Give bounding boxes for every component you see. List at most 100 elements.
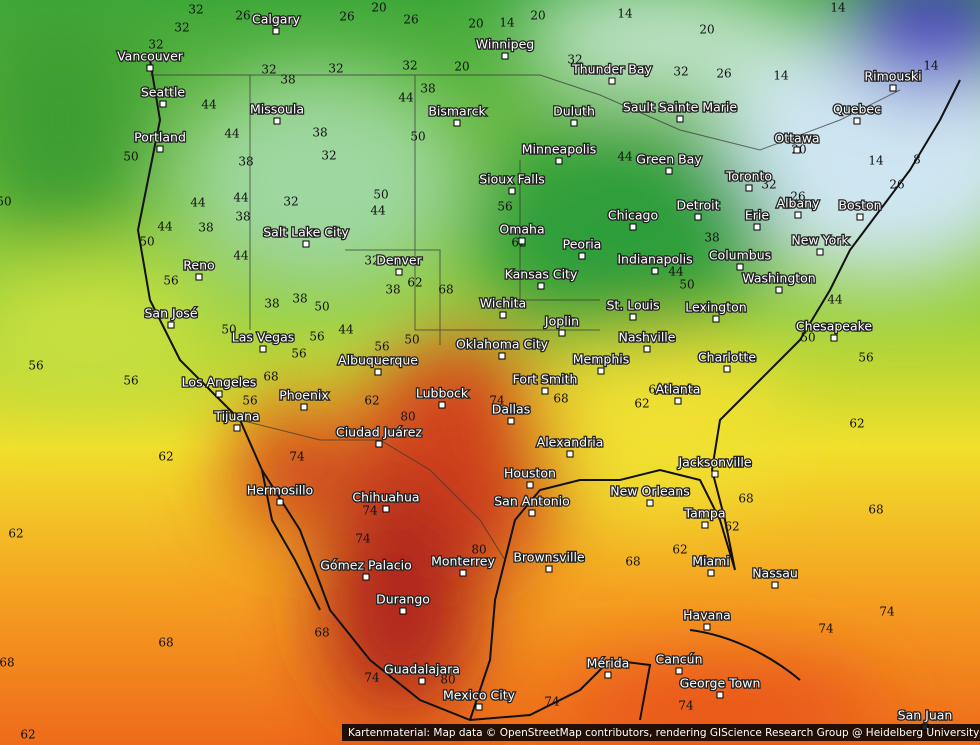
contour-label: 50: [679, 278, 694, 292]
city-label: Minneapolis: [522, 142, 597, 157]
city-label: Gómez Palacio: [320, 558, 412, 573]
city-label: Hermosillo: [247, 483, 313, 498]
contour-label: 50: [404, 333, 419, 347]
contour-label: 68: [868, 503, 883, 517]
city-label: St. Louis: [606, 298, 659, 313]
city-marker: [418, 677, 426, 685]
city-marker: [853, 117, 861, 125]
contour-label: 62: [672, 543, 687, 557]
borders: [150, 74, 901, 561]
contour-label: 32: [321, 149, 336, 163]
city-marker: [775, 286, 783, 294]
city-label: San Antonio: [494, 494, 570, 509]
contour-label: 44: [233, 191, 249, 205]
contour-label: 32: [174, 21, 189, 35]
contour-label: 20: [699, 23, 714, 37]
city-marker: [558, 329, 566, 337]
city-label: New Orleans: [610, 484, 689, 499]
city-label: Houston: [504, 466, 556, 481]
contour-label: 74: [678, 699, 694, 713]
contour-label: 68: [438, 283, 453, 297]
city-marker: [712, 315, 720, 323]
city-label: Peoria: [563, 237, 602, 252]
contour-label: 50: [123, 150, 138, 164]
city-marker: [646, 499, 654, 507]
contour-label: 8: [913, 153, 921, 167]
city-label: Joplin: [544, 314, 579, 329]
contour-label: 62: [407, 276, 422, 290]
city-label: Indianapolis: [617, 252, 692, 267]
contour-label: 38: [198, 221, 213, 235]
city-marker: [276, 498, 284, 506]
city-marker: [665, 167, 673, 175]
contour-label: 32: [673, 65, 688, 79]
city-label: Chesapeake: [796, 319, 873, 334]
city-label: Quebec: [833, 102, 881, 117]
city-marker: [578, 252, 586, 260]
city-marker: [518, 237, 526, 245]
city-label: Albuquerque: [338, 353, 418, 368]
city-label: San Juan: [898, 708, 953, 723]
city-marker: [159, 100, 167, 108]
city-marker: [233, 424, 241, 432]
contour-label: 56: [858, 351, 873, 365]
city-marker: [711, 470, 719, 478]
city-label: Columbus: [709, 248, 771, 263]
city-label: Mexico City: [443, 688, 516, 703]
city-marker: [629, 313, 637, 321]
city-label: Washington: [742, 271, 815, 286]
contour-label: 32: [328, 62, 343, 76]
city-marker: [555, 157, 563, 165]
attribution-bg: [342, 724, 980, 741]
contour-label: 44: [224, 127, 240, 141]
city-marker: [453, 119, 461, 127]
contour-label: 50: [139, 235, 154, 249]
contour-label: 68: [553, 392, 568, 406]
contour-label: 14: [830, 1, 846, 15]
contour-label: 74: [489, 394, 505, 408]
coastlines: [136, 59, 961, 722]
city-marker: [674, 397, 682, 405]
city-label: Fort Smith: [513, 372, 578, 387]
contour-label: 26: [790, 190, 805, 204]
city-label: Jacksonville: [677, 455, 751, 470]
contour-label: 20: [530, 9, 545, 23]
contour-label: 50: [410, 130, 425, 144]
contour-label: 74: [289, 450, 305, 464]
contour-label: 44: [338, 323, 354, 337]
contour-label: 26: [235, 9, 250, 23]
city-marker: [146, 64, 154, 72]
contour-label: 26: [889, 178, 904, 192]
city-label: Winnipeg: [476, 37, 534, 52]
city-marker: [736, 263, 744, 271]
city-label: San José: [144, 306, 197, 321]
contour-label: 56: [291, 347, 306, 361]
city-marker: [608, 77, 616, 85]
city-marker: [302, 240, 310, 248]
city-marker: [300, 403, 308, 411]
contour-label: 56: [309, 330, 324, 344]
city-marker: [604, 671, 612, 679]
city-marker: [889, 84, 897, 92]
contour-label: 62: [158, 450, 173, 464]
contour-label: 26: [339, 10, 354, 24]
contour-label: 68: [263, 370, 278, 384]
city-marker: [694, 213, 702, 221]
contour-label: 38: [385, 283, 400, 297]
city-label: Kansas City: [505, 267, 578, 282]
contour-label: 14: [868, 154, 884, 168]
city-label: Cancún: [655, 652, 702, 667]
city-label: Erie: [745, 208, 770, 223]
contour-label: 62: [364, 394, 379, 408]
contour-label: 62: [20, 728, 35, 742]
city-marker: [597, 367, 605, 375]
contour-label: 74: [879, 605, 895, 619]
city-marker: [816, 248, 824, 256]
contour-label: 74: [362, 504, 378, 518]
city-label: Sioux Falls: [479, 172, 545, 187]
contour-label: 14: [923, 59, 939, 73]
city-label: Dallas: [492, 402, 530, 417]
contour-label: 56: [28, 359, 43, 373]
